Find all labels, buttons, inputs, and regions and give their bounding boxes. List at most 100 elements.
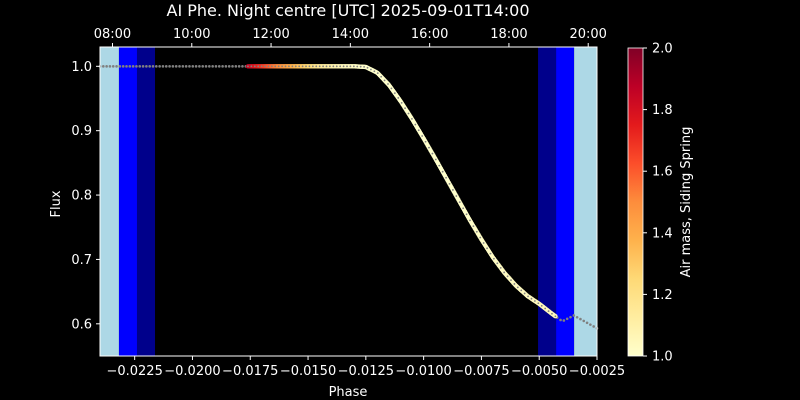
model-point: [115, 65, 118, 68]
model-overlay-point: [359, 65, 362, 68]
model-overlay-point: [257, 65, 260, 68]
twilight-band-4: [556, 47, 575, 356]
model-overlay-point: [260, 65, 263, 68]
x-tick-label: −0.0225: [106, 364, 162, 379]
model-overlay-point: [551, 312, 553, 315]
model-overlay-point: [294, 65, 297, 68]
model-overlay-point: [520, 289, 523, 292]
model-overlay-point: [298, 65, 301, 68]
top-tick-label: 20:00: [569, 27, 606, 42]
model-point: [201, 65, 205, 68]
model-point: [128, 65, 132, 68]
model-overlay-point: [554, 315, 557, 318]
model-point: [145, 65, 148, 68]
x-tick-label: −0.0025: [569, 364, 625, 379]
model-overlay-point: [414, 123, 417, 126]
model-overlay-point: [318, 65, 321, 68]
model-point: [579, 317, 582, 321]
twilight-band-0: [100, 47, 119, 356]
model-overlay-point: [366, 66, 369, 69]
model-overlay-point: [445, 176, 447, 179]
model-overlay-point: [469, 219, 471, 222]
model-point: [231, 65, 234, 68]
model-overlay-point: [441, 170, 444, 173]
model-overlay-point: [274, 65, 277, 68]
model-overlay-point: [284, 65, 287, 68]
model-overlay-point: [390, 87, 393, 90]
y-tick-label: 0.6: [71, 317, 92, 332]
model-point: [168, 65, 171, 68]
model-point: [111, 65, 115, 68]
colorbar-ticks: 1.0 1.2 1.4 1.6 1.8 2.0: [643, 42, 673, 365]
model-point: [575, 315, 579, 319]
model-point: [214, 65, 218, 68]
model-overlay-point: [438, 164, 441, 167]
colorbar-tick-label: 1.0: [652, 350, 673, 365]
model-overlay-point: [329, 65, 331, 68]
model-point: [131, 65, 135, 68]
model-overlay-point: [533, 300, 536, 302]
model-point: [582, 319, 586, 323]
model-overlay-point: [462, 207, 465, 210]
model-point: [174, 65, 178, 68]
x-tick-label: −0.0100: [395, 364, 451, 379]
model-point: [135, 65, 138, 68]
model-overlay-point: [421, 135, 424, 137]
model-overlay-point: [510, 279, 512, 282]
x-tick-label: −0.0150: [280, 364, 336, 379]
model-overlay-point: [301, 65, 304, 68]
model-point: [221, 65, 224, 68]
model-point: [211, 65, 214, 68]
x-tick-label: −0.0175: [222, 364, 278, 379]
model-point: [198, 65, 201, 68]
model-point: [151, 65, 155, 68]
model-point: [585, 321, 589, 325]
model-point: [118, 65, 122, 68]
colorbar: 1.0 1.2 1.4 1.6 1.8 2.0 Air mass, Siding Spri…: [627, 42, 694, 365]
model-overlay-point: [479, 236, 482, 239]
model-overlay-point: [400, 101, 403, 104]
model-overlay-point: [475, 230, 478, 233]
model-overlay-point: [417, 129, 420, 132]
model-overlay-point: [277, 65, 280, 68]
model-overlay-point: [267, 65, 270, 68]
x-axis-label: Phase: [329, 385, 368, 400]
model-point: [178, 65, 181, 68]
model-overlay-point: [250, 65, 253, 68]
model-point: [234, 65, 238, 68]
model-overlay-point: [325, 65, 328, 68]
model-point: [164, 65, 168, 68]
model-overlay-point: [458, 201, 461, 204]
model-overlay-point: [493, 257, 495, 260]
y-axis: 0.6 0.7 0.8 0.9 1.0: [71, 60, 100, 332]
model-point: [184, 65, 188, 68]
model-overlay-point: [530, 297, 533, 300]
x-axis: −0.0225 −0.0200 −0.0175 −0.0150 −0.0125 −0.01…: [106, 356, 625, 379]
model-overlay-point: [308, 65, 311, 68]
colorbar-tick-label: 1.8: [652, 103, 673, 118]
x-tick-label: −0.0200: [164, 364, 220, 379]
model-overlay-point: [387, 83, 389, 85]
twilight-band-1: [118, 47, 137, 356]
y-tick-label: 0.8: [71, 189, 92, 204]
model-overlay-point: [547, 310, 550, 313]
twilight-band-5: [574, 47, 597, 356]
model-point: [138, 65, 142, 68]
model-overlay-point: [434, 158, 437, 161]
twilight-bands: [100, 47, 597, 356]
model-overlay-point: [431, 152, 434, 155]
model-overlay-point: [537, 302, 540, 305]
model-overlay-point: [380, 75, 383, 78]
model-overlay-point: [342, 65, 345, 68]
model-overlay-point: [489, 252, 492, 255]
model-overlay-point: [264, 65, 266, 68]
model-overlay-point: [516, 286, 519, 289]
model-overlay-point: [448, 182, 451, 185]
top-tick-label: 10:00: [173, 27, 210, 42]
model-point: [121, 65, 125, 68]
model-point: [227, 65, 231, 68]
model-point: [204, 65, 208, 68]
model-overlay-point: [370, 68, 372, 71]
top-tick-label: 16:00: [411, 27, 448, 42]
y-tick-label: 0.7: [71, 253, 92, 268]
